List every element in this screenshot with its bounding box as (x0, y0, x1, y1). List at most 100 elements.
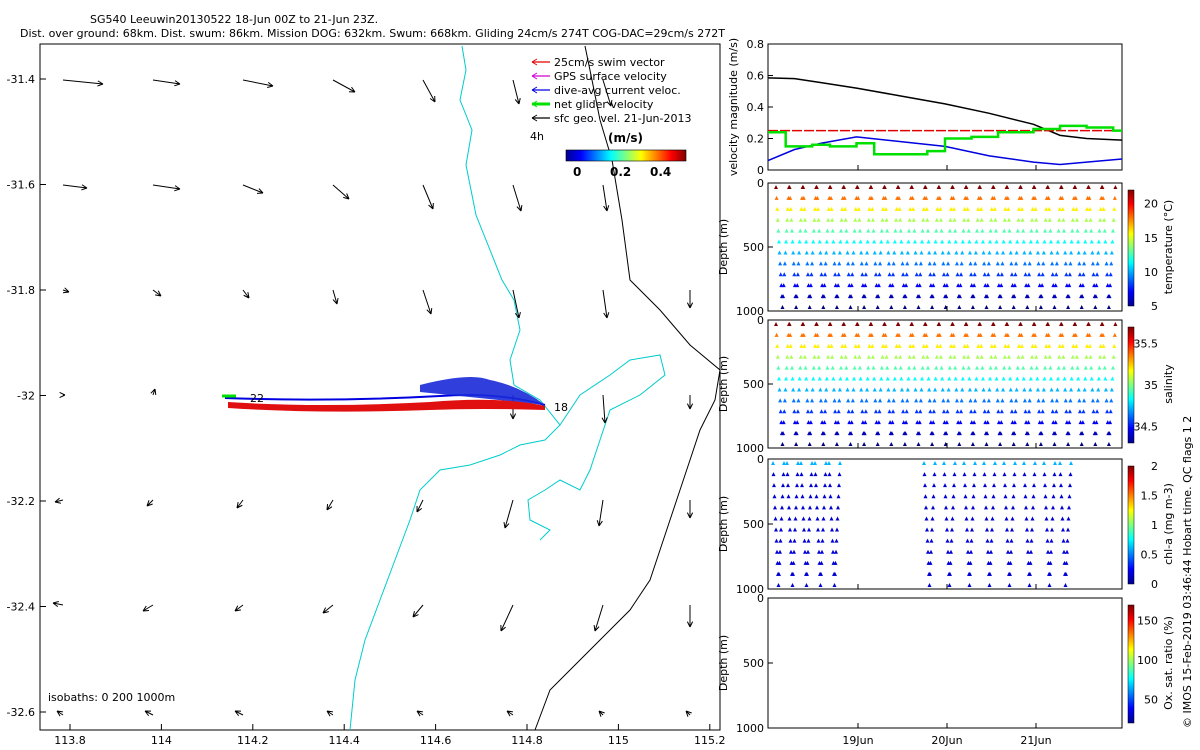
profile-sample (931, 505, 935, 510)
profile-sample (1096, 387, 1101, 392)
profile-sample (955, 272, 960, 277)
profile-sample (892, 376, 897, 381)
profile-sample (972, 472, 977, 477)
profile-sample (975, 365, 980, 370)
profile-sample (976, 343, 981, 348)
profile-sample (1009, 398, 1014, 403)
legend-arrowhead (531, 72, 538, 80)
profile-sample (814, 483, 818, 488)
profile-sample (980, 228, 985, 233)
profile-sample (1031, 505, 1035, 510)
profile-sample (816, 527, 820, 532)
profile-sample (917, 431, 922, 436)
profile-sample (1089, 228, 1094, 233)
profile-sample (1052, 305, 1057, 309)
profile-sample (774, 538, 779, 543)
profile-sample (951, 343, 956, 348)
profile-sample (837, 387, 842, 392)
profile-sample (816, 217, 821, 222)
profile-sample (960, 239, 965, 244)
profile-sample (1104, 261, 1109, 266)
profile-sample (998, 294, 1003, 299)
profile-sample (944, 516, 949, 521)
profile-sample (925, 354, 930, 359)
profile-sample (982, 461, 986, 465)
colorbar-tick-label: 10 (1144, 266, 1158, 279)
profile-sample (1086, 322, 1091, 326)
profile-sample (1087, 343, 1092, 348)
profile-sample (1014, 250, 1019, 255)
profile-sample (775, 206, 780, 211)
profile-sample (881, 206, 886, 211)
profile-sample (990, 527, 994, 532)
profile-sample (1069, 250, 1074, 255)
profile-sample (797, 239, 802, 244)
profile-sample (1014, 387, 1019, 392)
profile-sample (957, 305, 962, 309)
profile-sample (890, 420, 895, 425)
profile-sample (1102, 354, 1107, 359)
profile-sample (842, 185, 846, 189)
profile-sample (783, 387, 788, 392)
profile-sample (1023, 409, 1028, 414)
profile-sample (812, 217, 817, 222)
profile-sample (972, 272, 977, 277)
profile-sample (1017, 206, 1022, 211)
profile-sample (1013, 409, 1018, 414)
profile-sample (839, 217, 844, 222)
profile-sample (1106, 305, 1111, 309)
profile-sample (1071, 206, 1076, 211)
profile-sample (967, 239, 972, 244)
velocity-arrow (601, 394, 608, 424)
profile-sample (1019, 343, 1024, 348)
profile-sample (1060, 516, 1065, 521)
profile-sample (953, 461, 957, 465)
profile-sample (920, 239, 925, 244)
profile-sample (1093, 431, 1098, 436)
profile-sample (859, 261, 864, 266)
profile-sample (920, 376, 925, 381)
profile-sample (1014, 398, 1019, 403)
profile-sample (1003, 343, 1008, 348)
profile-sample (809, 409, 814, 414)
profile-sample (1082, 250, 1087, 255)
profile-sample (1074, 343, 1079, 348)
profile-sample (949, 206, 954, 211)
profile-sample (1080, 420, 1085, 425)
profile-sample (1053, 283, 1058, 288)
profile-sample (967, 376, 972, 381)
profile-sample (887, 272, 892, 277)
profile-sample (782, 409, 787, 414)
profile-sample (831, 387, 836, 392)
profile-sample (1052, 442, 1057, 446)
profile-sample (959, 398, 964, 403)
profile-sample (838, 239, 843, 244)
profile-sample (1064, 571, 1068, 576)
profile-sample (1032, 483, 1036, 488)
figure-subtitle: Dist. over ground: 68km. Dist. swum: 86k… (20, 27, 725, 40)
profile-sample (774, 195, 779, 200)
profile-sample (1059, 494, 1064, 499)
profile-sample (927, 250, 932, 255)
profile-sample (794, 505, 798, 510)
profile-sample (1044, 516, 1049, 521)
profile-sample (1066, 516, 1071, 521)
velocity-arrow (234, 604, 244, 612)
profile-sample (834, 538, 839, 543)
profile-sample (1012, 283, 1017, 288)
profile-sample (830, 217, 835, 222)
profile-sample (906, 239, 911, 244)
profile-sample (951, 332, 956, 337)
profile-sample (1037, 409, 1042, 414)
velocity-arrow (500, 604, 514, 632)
profile-sample (892, 250, 897, 255)
profile-sample (1036, 261, 1041, 266)
profile-sample (914, 261, 919, 266)
profile-sample (1004, 516, 1009, 521)
profile-sample (910, 195, 915, 200)
profile-sample (930, 431, 935, 436)
profile-sample (1066, 431, 1071, 436)
profile-sample (799, 206, 804, 211)
profile-sample (900, 398, 905, 403)
profile-sample (778, 538, 783, 543)
